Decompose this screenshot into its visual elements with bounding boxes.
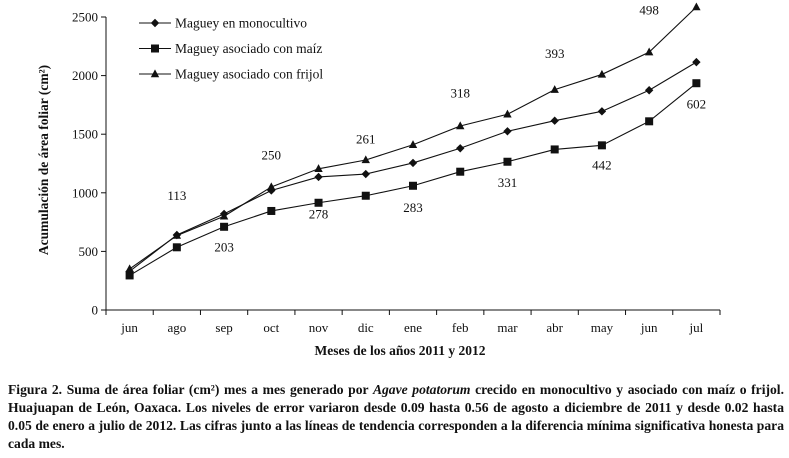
legend-marker — [150, 69, 160, 78]
data-point — [597, 141, 606, 150]
hsd-label: 283 — [403, 200, 423, 215]
area-foliar-chart: 0 500 1000 1500 2000 2500 jun ago sep oct nov dic en… — [36, 2, 721, 358]
data-point — [645, 117, 654, 126]
hsd-label: 498 — [639, 3, 659, 18]
y-tick-label: 2000 — [72, 68, 98, 83]
data-point — [409, 181, 417, 190]
legend-marker — [150, 18, 160, 28]
data-point — [408, 158, 418, 168]
hsd-label: 442 — [592, 157, 612, 172]
data-point — [644, 47, 654, 56]
x-axis-title: Meses de los años 2011 y 2012 — [314, 343, 485, 358]
legend-item: Maguey en monocultivo — [139, 16, 307, 31]
x-tick-label: ene — [404, 320, 422, 335]
hsd-label: 261 — [356, 132, 376, 147]
hsd-label: 113 — [167, 188, 186, 203]
legend-item: Maguey asociado con maíz — [139, 41, 322, 56]
legend-label: Maguey asociado con maíz — [175, 41, 322, 56]
legend-item: Maguey asociado con frijol — [139, 67, 323, 82]
data-point — [456, 121, 465, 130]
data-point — [125, 264, 134, 273]
series-triangle — [125, 2, 701, 273]
data-point — [644, 86, 654, 95]
data-point — [550, 145, 559, 154]
data-point — [314, 198, 323, 207]
chart-axes: 0 500 1000 1500 2000 2500 jun ago sep oct nov dic en… — [72, 10, 721, 335]
data-point — [220, 222, 229, 231]
data-point — [597, 69, 607, 78]
chart-legend: Maguey en monocultivo Maguey asociado con… — [139, 16, 323, 82]
x-tick-label: feb — [452, 320, 469, 335]
x-tick-label: nov — [309, 320, 329, 335]
legend-label: Maguey asociado con frijol — [175, 67, 323, 82]
data-point — [503, 157, 512, 166]
y-tick-label: 0 — [92, 303, 99, 318]
data-point — [550, 116, 559, 125]
data-point — [219, 211, 229, 220]
data-point — [267, 182, 276, 191]
y-tick-label: 1000 — [72, 185, 98, 200]
hsd-label: 318 — [450, 85, 470, 100]
x-tick-label: mar — [497, 320, 518, 335]
x-tick-label: dic — [358, 320, 374, 335]
data-point — [692, 79, 701, 88]
data-point — [456, 144, 465, 153]
data-point — [503, 127, 512, 136]
data-point — [125, 271, 134, 280]
caption-text-2: crecido en monocultivo y asociado con ma… — [8, 382, 784, 451]
hsd-label: 278 — [309, 207, 329, 222]
hsd-label: 331 — [498, 175, 518, 190]
x-tick-label: ago — [167, 320, 186, 335]
annotation-layer: 113 203 250 278 261 283 318 331 393 442 498 602 — [167, 3, 706, 255]
legend-label: Maguey en monocultivo — [175, 16, 307, 31]
series-square — [125, 79, 701, 280]
hsd-label: 250 — [262, 147, 282, 162]
series-layer — [125, 2, 701, 280]
data-point — [361, 169, 370, 179]
y-tick-label: 500 — [79, 244, 99, 259]
x-tick-label: jun — [640, 320, 658, 335]
data-point — [314, 172, 323, 182]
data-point — [597, 107, 607, 116]
y-tick-label: 1500 — [72, 127, 98, 142]
data-point — [503, 109, 512, 118]
data-point — [692, 57, 701, 67]
data-point — [361, 191, 370, 200]
x-tick-label: jul — [689, 320, 704, 335]
data-point — [550, 85, 559, 93]
data-point — [692, 2, 701, 11]
caption-species: Agave potatorum — [372, 382, 471, 397]
data-point — [361, 155, 370, 164]
figure-caption: Figura 2. Suma de área foliar (cm²) mes … — [8, 381, 784, 453]
y-axis-title: Acumulación de área foliar (cm²) — [36, 65, 51, 255]
hsd-label: 203 — [214, 239, 234, 254]
x-tick-label: abr — [546, 320, 563, 335]
data-point — [314, 164, 323, 172]
data-point — [267, 206, 276, 215]
data-point — [172, 243, 181, 252]
x-tick-label: jun — [120, 320, 138, 335]
x-tick-label: may — [591, 320, 614, 335]
data-point — [172, 230, 182, 239]
legend-marker — [151, 44, 159, 53]
y-tick-label: 2500 — [72, 10, 98, 25]
data-point — [408, 140, 418, 148]
x-tick-label: oct — [263, 320, 279, 335]
hsd-label: 602 — [687, 96, 707, 111]
data-point — [456, 167, 465, 176]
hsd-label: 393 — [545, 46, 565, 61]
x-tick-label: sep — [215, 320, 232, 335]
series-diamond — [125, 57, 701, 276]
caption-text-1: Figura 2. Suma de área foliar (cm²) mes … — [8, 382, 373, 397]
